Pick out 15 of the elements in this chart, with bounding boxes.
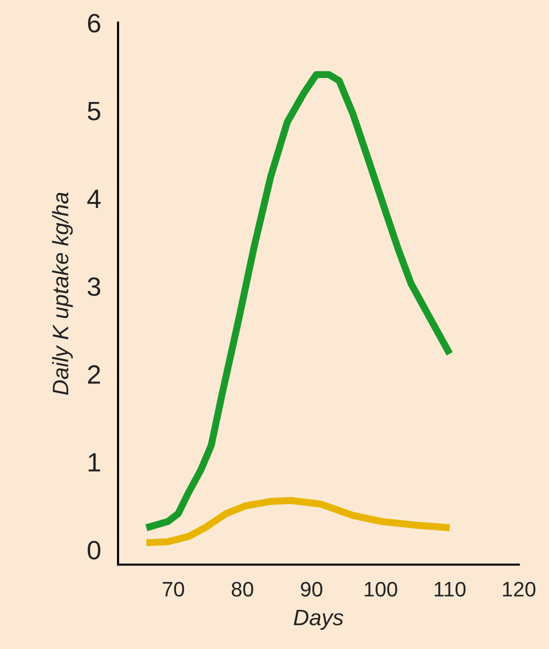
y-tick-label: 0	[88, 540, 100, 560]
y-tick-label: 3	[88, 277, 100, 296]
x-tick-label: 90	[300, 582, 322, 597]
x-tick-label: 70	[162, 582, 184, 597]
x-tick-label: 100	[364, 582, 398, 597]
y-tick-label: 1	[88, 453, 100, 472]
y-tick-label: 4	[87, 190, 101, 208]
x-axis-title: Days	[294, 610, 344, 630]
x-tick-label: 120	[503, 582, 536, 597]
y-tick-label: 6	[88, 14, 100, 33]
y-tick-label: 2	[88, 365, 100, 384]
x-tick-label: 80	[232, 582, 254, 597]
x-tick-label: 110	[434, 582, 466, 597]
y-tick-label: 5	[88, 102, 100, 120]
y-axis-title: Daily K uptake kg/ha	[52, 192, 73, 395]
